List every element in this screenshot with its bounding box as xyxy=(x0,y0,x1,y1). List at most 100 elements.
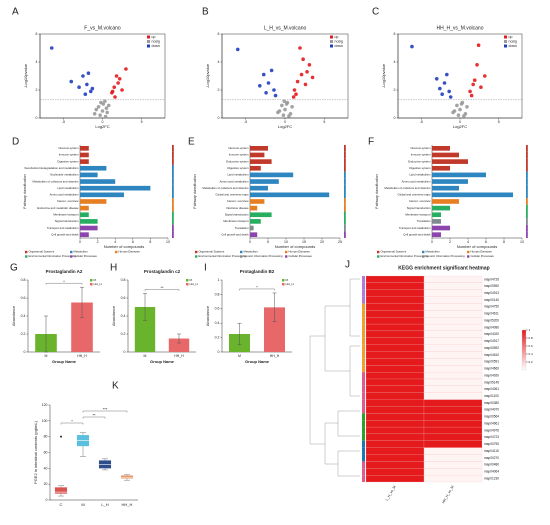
legend-label: up xyxy=(152,35,156,39)
heatmap-cell xyxy=(423,275,483,283)
class-strip xyxy=(526,145,528,152)
class-strip xyxy=(172,231,174,238)
point xyxy=(100,109,105,113)
x-axis-label: Log2FC xyxy=(278,124,292,129)
legend-swatch xyxy=(330,44,333,48)
point xyxy=(77,85,81,89)
legend-swatch xyxy=(70,250,73,254)
legend-swatch xyxy=(377,255,380,258)
point xyxy=(120,88,124,92)
category-label: Infectious disease xyxy=(226,206,249,210)
bar xyxy=(432,232,441,238)
row-group-strip xyxy=(362,351,365,359)
heatmap-cell xyxy=(423,296,483,304)
category-label: Signal transduction xyxy=(225,212,249,216)
point xyxy=(448,95,453,99)
row-label: map04750 xyxy=(484,305,499,309)
row-group-strip xyxy=(362,276,365,283)
y-axis-label: Abundance xyxy=(205,305,210,326)
x-tick-label: 10 xyxy=(284,240,288,244)
outlier xyxy=(60,435,62,438)
category-label: Digestive system xyxy=(409,166,431,170)
category-label: Signal transduction xyxy=(55,219,79,223)
legend-swatch xyxy=(186,283,189,286)
class-strip xyxy=(172,198,174,205)
heatmap-cell xyxy=(423,351,483,359)
dendrogram-link xyxy=(349,345,360,397)
legend-label: nosig xyxy=(152,39,160,43)
row-label: map00380 xyxy=(484,401,499,405)
row-label: map04080 xyxy=(484,325,499,329)
bar xyxy=(432,199,459,204)
heatmap-cell xyxy=(423,454,483,462)
class-strip xyxy=(344,158,346,165)
x-tick-label: M xyxy=(144,354,147,358)
class-strip xyxy=(344,198,346,205)
chart-title: Prostaglandin A2 xyxy=(46,269,83,274)
point xyxy=(85,82,89,87)
x-tick-label: HH_H xyxy=(122,502,133,507)
heatmap-cell xyxy=(365,454,425,462)
error-bar xyxy=(272,292,277,323)
point xyxy=(290,105,294,109)
point xyxy=(261,72,266,77)
row-group-strip xyxy=(362,317,365,325)
point xyxy=(298,46,302,50)
legend-swatch xyxy=(240,250,243,254)
row-group-strip xyxy=(362,461,365,469)
y-tick-label: 0 xyxy=(218,350,220,354)
significance-bracket xyxy=(82,416,106,419)
category-label: Metabolism of cofactors and vitamins xyxy=(202,186,249,190)
row-group-strip xyxy=(362,399,365,407)
point xyxy=(445,72,449,77)
heatmap-cell xyxy=(365,413,425,421)
panel-letter: J xyxy=(345,260,350,271)
significance-label: * xyxy=(256,285,258,290)
significance-bracket xyxy=(144,289,180,291)
heatmap-cell xyxy=(423,433,483,441)
heatmap-cell xyxy=(365,420,425,428)
x-tick-label: 5 xyxy=(498,120,500,124)
legend-label: Cellular Processes xyxy=(289,254,313,258)
class-strip xyxy=(344,178,346,185)
y-tick-label: 100 xyxy=(42,419,48,423)
point xyxy=(114,74,119,78)
x-tick-label: L_H xyxy=(101,502,108,507)
heatmap-cell xyxy=(365,275,425,283)
legend-swatch xyxy=(330,35,333,39)
y-tick-label: 0.2 xyxy=(215,336,220,340)
class-strip xyxy=(526,218,528,225)
row-group-strip xyxy=(362,447,365,455)
class-strip xyxy=(172,145,174,152)
category-label: Global and overview maps xyxy=(216,193,250,197)
category-label: Digestive system xyxy=(57,159,79,163)
bar xyxy=(432,219,441,224)
y-tick-label: 0 xyxy=(46,498,48,502)
panel-letter: I xyxy=(204,263,207,274)
category-label: Cancer: overview xyxy=(57,199,80,203)
point xyxy=(264,91,268,95)
class-strip xyxy=(526,211,528,219)
x-tick-label: 10 xyxy=(520,240,524,244)
point xyxy=(266,81,271,85)
row-label: map00592 xyxy=(484,346,499,350)
legend-swatch xyxy=(282,279,285,282)
point xyxy=(112,85,117,89)
x-tick-label: 0 xyxy=(79,240,81,244)
heatmap-cell xyxy=(423,426,483,435)
category-label: Translation xyxy=(417,219,431,223)
category-label: Digestive system xyxy=(227,166,249,170)
row-label: map04070 xyxy=(484,408,499,412)
row-group-strip xyxy=(362,372,365,379)
category-label: Immune system xyxy=(411,153,431,157)
point xyxy=(280,103,284,108)
heatmap-cell xyxy=(423,344,483,352)
legend-swatch xyxy=(504,35,507,39)
point xyxy=(462,114,466,118)
heatmap-cell xyxy=(365,358,425,366)
class-strip xyxy=(172,164,174,172)
category-label: Nervous system xyxy=(410,146,431,150)
point xyxy=(273,93,278,98)
point xyxy=(269,68,274,73)
